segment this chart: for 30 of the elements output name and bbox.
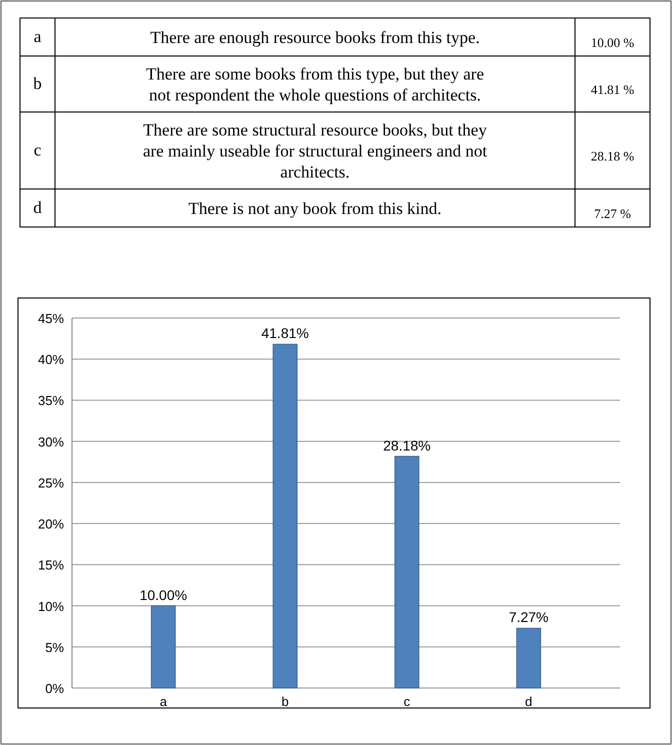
- y-tick-label: 20%: [38, 516, 64, 532]
- data-label: 28.18%: [383, 437, 431, 454]
- x-tick-label: c: [404, 694, 411, 709]
- y-tick-label: 0%: [45, 681, 64, 696]
- y-tick-label: 5%: [45, 640, 64, 655]
- text: There are some structural resource books, but they are mainly useable for structural engineers and not architects.: [142, 120, 488, 182]
- data-label: 10.00%: [140, 586, 188, 603]
- y-tick-label: 30%: [38, 434, 64, 450]
- text: 28.18 %: [590, 148, 634, 164]
- x-tick-label: a: [160, 694, 168, 709]
- y-tick-label: 25%: [38, 475, 64, 490]
- category-label: b: [33, 74, 42, 93]
- category-label: a: [34, 27, 42, 46]
- y-tick-label: 40%: [38, 352, 64, 368]
- x-tick-label: b: [281, 694, 289, 709]
- category-label: c: [34, 140, 42, 160]
- data-label: 7.27%: [508, 609, 549, 626]
- text: 41.81 %: [590, 82, 634, 97]
- category-label: d: [33, 198, 42, 217]
- data-label: 41.81%: [261, 325, 309, 342]
- text: 7.27 %: [594, 206, 632, 221]
- text: There are enough resource books from this type.: [150, 28, 480, 47]
- text: There are some books from this type, but they are not respondent the whole questions of architects.: [146, 64, 484, 104]
- text: 10.00 %: [590, 35, 634, 50]
- y-tick-label: 35%: [38, 393, 64, 408]
- y-tick-label: 15%: [38, 558, 64, 573]
- y-tick-label: 45%: [38, 311, 64, 326]
- x-tick-label: d: [525, 694, 532, 709]
- text: There is not any book from this kind.: [188, 199, 442, 218]
- y-tick-label: 10%: [38, 598, 64, 614]
